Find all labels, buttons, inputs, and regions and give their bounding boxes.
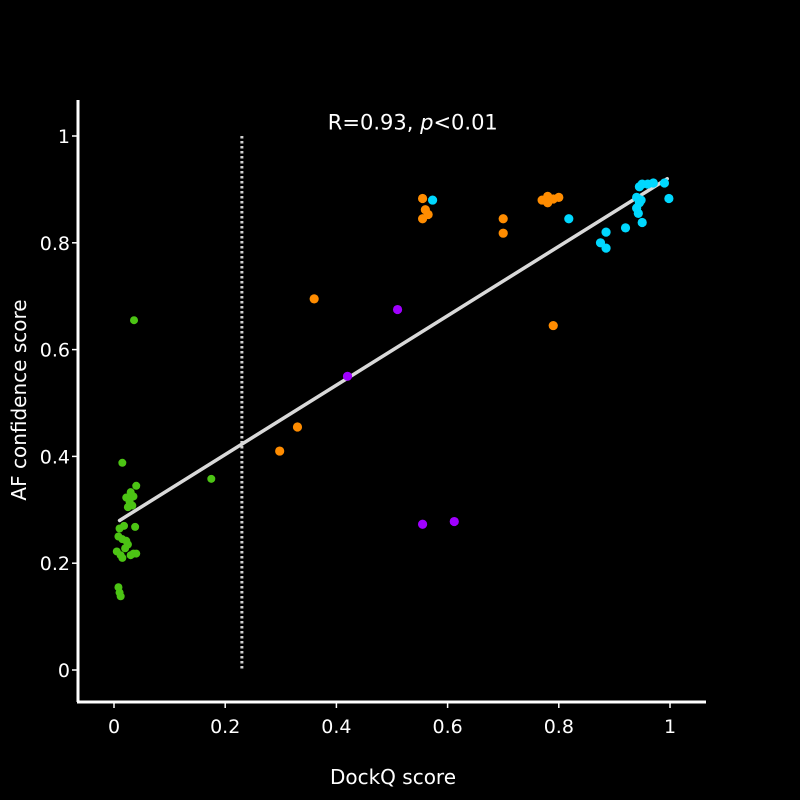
data-point (292, 422, 303, 432)
data-point (118, 553, 127, 562)
x-tick-label: 0.6 (432, 716, 462, 738)
data-point (132, 481, 141, 490)
y-tick-label: 0.6 (40, 340, 70, 362)
data-point (118, 458, 127, 467)
x-tick-label: 0.2 (210, 716, 240, 738)
data-point (207, 474, 216, 483)
data-point (275, 446, 285, 456)
data-point (120, 521, 129, 530)
data-point (128, 501, 137, 510)
data-point (130, 316, 139, 325)
data-point (633, 208, 643, 219)
y-tick-label: 0 (58, 660, 70, 682)
x-tick-label: 0.4 (321, 716, 351, 738)
data-point (659, 178, 670, 188)
data-point (498, 228, 508, 238)
data-point (131, 522, 140, 531)
data-point (543, 198, 553, 208)
y-tick-label: 0.4 (40, 446, 70, 468)
data-point (309, 294, 319, 304)
x-axis-label: DockQ score (330, 765, 456, 789)
data-point (121, 544, 130, 553)
annotation-p: p (419, 111, 433, 135)
correlation-annotation: R=0.93, p<0.01 (328, 111, 498, 135)
data-point (417, 519, 428, 529)
annotation-prefix: R=0.93, (328, 111, 420, 135)
data-point (342, 371, 353, 381)
y-tick-label: 1 (58, 126, 70, 148)
data-point (637, 217, 647, 228)
x-tick-label: 1 (664, 716, 676, 738)
data-point (648, 178, 658, 188)
data-point (126, 551, 135, 560)
data-point (449, 516, 459, 527)
data-point (392, 304, 403, 315)
data-point (417, 193, 428, 204)
data-point (548, 320, 558, 331)
data-point (554, 192, 564, 203)
annotation-suffix: <0.01 (433, 111, 497, 135)
data-point (620, 223, 631, 233)
data-point (664, 193, 674, 204)
y-tick-label: 0.8 (40, 233, 70, 255)
data-point (601, 227, 611, 237)
regression-line (117, 176, 669, 523)
data-point (601, 243, 611, 253)
data-point (116, 592, 125, 601)
y-tick-label: 0.2 (40, 553, 70, 575)
y-axis-label: AF confidence score (7, 299, 31, 500)
x-tick-label: 0 (108, 716, 120, 738)
data-point (417, 214, 428, 224)
x-tick-label: 0.8 (544, 716, 574, 738)
data-point (564, 214, 574, 224)
data-point (427, 195, 438, 205)
data-point (498, 214, 508, 224)
data-point (636, 195, 646, 205)
